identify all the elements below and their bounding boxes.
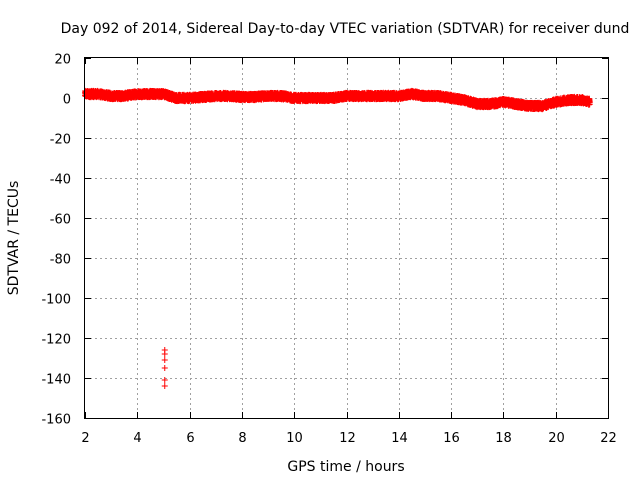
axis-ticks: 2 4 6 8 10 12 14 16 18 20 22 20 0 -20 -40 -60 -80 -100 -12… (41, 53, 616, 447)
y-tick-label: -60 (50, 213, 71, 228)
data-points (82, 87, 593, 389)
y-tick-label: -140 (41, 373, 71, 388)
y-tick-label: 0 (63, 93, 71, 108)
x-tick-label: 22 (600, 431, 617, 446)
chart-title: Day 092 of 2014, Sidereal Day-to-day VTE… (61, 21, 630, 37)
x-tick-label: 10 (286, 431, 303, 446)
x-tick-label: 6 (186, 431, 194, 446)
x-tick-label: 18 (495, 431, 512, 446)
y-tick-label: -20 (50, 133, 71, 148)
y-tick-label: -100 (41, 293, 71, 308)
grid (85, 58, 608, 418)
y-tick-label: -40 (50, 173, 71, 188)
x-tick-label: 16 (443, 431, 460, 446)
x-tick-label: 4 (133, 431, 141, 446)
x-tick-label: 8 (238, 431, 246, 446)
x-tick-label: 2 (81, 431, 89, 446)
y-tick-label: -80 (50, 253, 71, 268)
x-tick-label: 12 (339, 431, 356, 446)
y-tick-label: -160 (41, 413, 71, 428)
y-tick-label: 20 (54, 53, 71, 68)
y-tick-label: -120 (41, 333, 71, 348)
x-tick-label: 20 (548, 431, 565, 446)
x-tick-label: 14 (391, 431, 408, 446)
